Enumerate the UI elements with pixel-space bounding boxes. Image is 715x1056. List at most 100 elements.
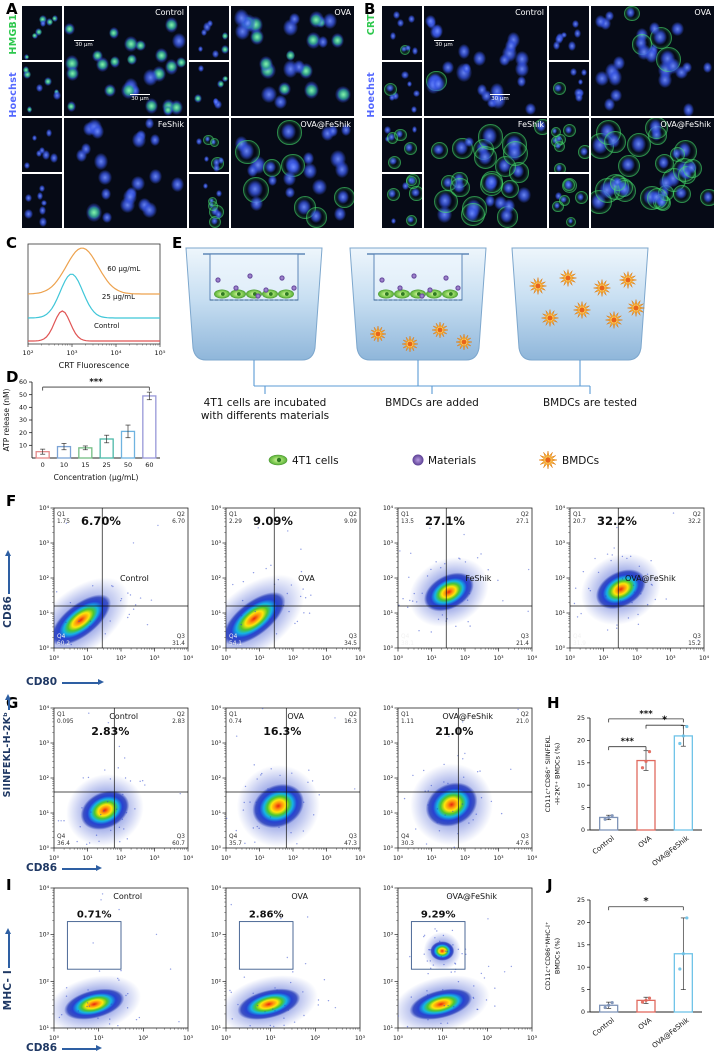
x-tick-label: Control — [591, 1016, 616, 1038]
quadrant-q3-label: Q3 — [177, 834, 186, 840]
circle-element — [606, 553, 609, 555]
circle-element — [440, 567, 442, 569]
bmdc-icon — [401, 335, 419, 353]
circle-element — [267, 788, 269, 790]
x-tick-label: OVA@FeShik — [651, 834, 692, 868]
circle-element — [480, 553, 482, 555]
cell-dot — [333, 206, 347, 222]
panel-H-label: H — [547, 694, 560, 712]
condition-label: Control — [113, 892, 142, 901]
circle-element — [109, 778, 112, 780]
panel-A-hmgb1-microscopy: A HMGB1 Hoechst Control 30 µm 30 µm OVA FeSh… — [0, 0, 358, 234]
x-tick-label: 10 — [60, 461, 68, 469]
cell-signal — [217, 81, 224, 88]
circle-element — [243, 801, 245, 804]
x-tick: 10⁰ — [49, 855, 60, 862]
circle-element — [178, 1020, 180, 1023]
x-tick: 10⁴ — [183, 655, 194, 662]
y-tick: 10² — [211, 575, 222, 582]
circle-element — [302, 830, 305, 832]
circle-element — [490, 800, 493, 803]
G-y-axis-arrow — [6, 694, 11, 710]
circle-element — [467, 621, 469, 623]
circle-element — [86, 1005, 88, 1008]
quadrant-gate — [54, 508, 188, 648]
circle-element — [464, 561, 467, 563]
circle-element — [269, 618, 271, 620]
circle-element — [129, 780, 132, 782]
x-tick: 10⁰ — [393, 855, 404, 862]
circle-element — [464, 752, 466, 755]
cell-dot — [702, 62, 713, 74]
quadrant-q1-label: Q1 — [401, 712, 410, 718]
cell-dot — [407, 14, 415, 23]
cell-signal — [617, 154, 641, 177]
y-axis: 10⁰ 10¹ 10² 10³ 10⁴ — [383, 505, 398, 652]
condition-label: OVA — [287, 712, 304, 721]
quadrant-q2-label: Q2 — [177, 712, 186, 718]
caption-step2: BMDCs are added — [385, 397, 479, 409]
circle-element — [480, 972, 483, 975]
circle-element — [449, 895, 451, 897]
circle-element — [268, 292, 273, 296]
condition-label: OVA — [291, 892, 308, 901]
circle-element — [621, 555, 624, 558]
density-blob — [398, 895, 513, 1028]
x-tick: 10⁰ — [49, 1035, 60, 1042]
circle-element — [461, 803, 464, 805]
x-tick-label: 0 — [41, 461, 45, 469]
caption-step1-line2: with differents materials — [201, 410, 329, 422]
y-axis: 10⁰ 10¹ 10² 10³ 10⁴ — [39, 505, 54, 652]
circle-element — [157, 524, 159, 527]
ellipse-element — [423, 572, 474, 612]
x-tick: 10¹ — [598, 655, 609, 662]
quadrant-q1-value: 1.11 — [401, 719, 414, 725]
y-tick: 0 — [581, 1009, 585, 1016]
cell-signal — [430, 141, 449, 160]
x-tick-label: OVA — [637, 1016, 654, 1031]
cell-dot — [405, 45, 411, 52]
material-icon — [455, 285, 461, 291]
cell-signal — [104, 85, 115, 96]
cell-signal — [554, 162, 567, 172]
x-tick: 10⁴ — [527, 855, 538, 862]
y-tick: 20 — [577, 738, 585, 745]
circle-element — [637, 623, 640, 626]
micro-block-OVA: OVA — [549, 6, 714, 116]
cell-signal — [109, 28, 119, 38]
caption-step3: BMDCs are tested — [543, 397, 637, 409]
circle-element — [65, 987, 68, 989]
circle-element — [214, 653, 215, 654]
circle-element — [79, 826, 81, 828]
y-tick: 10 — [19, 443, 27, 450]
cell-signal — [23, 67, 29, 73]
circle-element — [611, 554, 613, 556]
y-axis: 10⁰ 10¹ 10² 10³ 10⁴ — [555, 505, 570, 652]
quadrant-gate — [398, 508, 532, 648]
circle-element — [123, 828, 125, 830]
quadrant-q3-label: Q3 — [693, 634, 702, 640]
cell-dot — [81, 143, 91, 155]
cell-dot — [516, 186, 532, 203]
cell-signal — [97, 59, 109, 71]
circle-element — [574, 587, 577, 589]
cell-dot — [525, 102, 536, 115]
circle-element — [92, 942, 94, 944]
y-tick: 15 — [577, 760, 585, 767]
bmdc-icon — [529, 277, 547, 295]
circle-element — [240, 614, 243, 617]
circle-element — [462, 758, 464, 760]
cell-signal — [194, 95, 202, 102]
y-tick: 10¹ — [211, 610, 222, 617]
y-axis: 10¹ 10² 10³ 10⁴ — [39, 885, 54, 1032]
legend-materials-label: Materials — [428, 455, 476, 467]
data-point — [640, 1000, 645, 1004]
x-axis: 10⁰ 10¹ 10² 10³ 10⁴ — [49, 848, 194, 862]
circle-element — [448, 735, 450, 738]
y-tick: 10² — [383, 978, 394, 985]
circle-element — [443, 1004, 445, 1007]
quadrant-gate — [226, 508, 360, 648]
circle-element — [446, 1022, 449, 1024]
circle-element — [230, 903, 232, 906]
